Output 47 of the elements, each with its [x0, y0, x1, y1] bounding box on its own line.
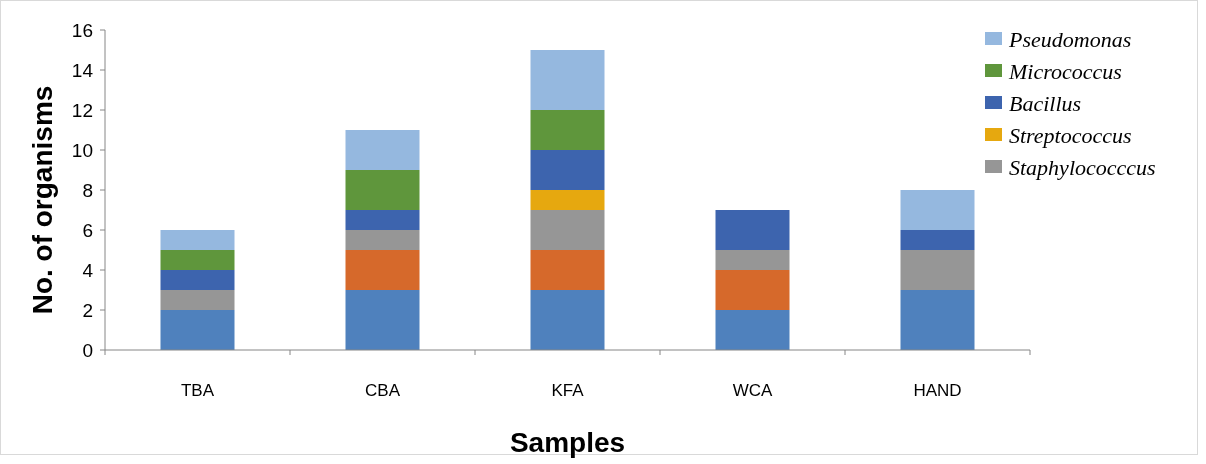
bar	[160, 270, 235, 290]
legend-label: Streptococcus	[1009, 122, 1132, 148]
bar	[530, 110, 605, 150]
bar	[530, 250, 605, 290]
legend-label: Micrococcus	[1008, 58, 1122, 84]
bar	[715, 310, 790, 350]
bar	[160, 310, 235, 350]
bar	[345, 170, 420, 210]
y-axis-title: No. of organisms	[27, 85, 58, 315]
bar	[530, 150, 605, 190]
bar	[160, 290, 235, 310]
y-tick-label: 16	[71, 19, 93, 41]
bar	[345, 290, 420, 350]
bar	[160, 230, 235, 250]
y-tick-label: 12	[71, 99, 93, 121]
bar	[715, 250, 790, 270]
legend-label: Pseudomonas	[1008, 26, 1132, 52]
bar	[160, 250, 235, 270]
bar	[900, 230, 975, 250]
bar	[715, 210, 790, 250]
x-tick-label: HAND	[913, 381, 962, 400]
bar	[345, 250, 420, 290]
x-tick-label: TBA	[180, 381, 215, 400]
bar	[345, 230, 420, 250]
y-tick-label: 8	[82, 179, 93, 201]
x-tick-label: CBA	[365, 381, 401, 400]
legend-label: Staphylococccus	[1009, 154, 1156, 180]
bar	[345, 130, 420, 170]
bar	[530, 50, 605, 110]
legend-label: Bacillus	[1009, 90, 1082, 116]
bar	[530, 210, 605, 250]
x-tick-label: KFA	[551, 381, 585, 400]
y-tick-label: 0	[82, 339, 93, 361]
bar	[900, 190, 975, 230]
y-tick-label: 10	[71, 139, 93, 161]
bar	[530, 190, 605, 210]
y-tick-label: 14	[71, 59, 94, 81]
bar	[345, 210, 420, 230]
y-tick-label: 2	[82, 299, 93, 321]
y-tick-label: 4	[82, 259, 94, 281]
x-tick-label: WCA	[732, 381, 773, 400]
y-tick-label: 6	[82, 219, 93, 241]
x-axis-title: Samples	[509, 427, 626, 458]
bar	[900, 290, 975, 350]
bar	[530, 290, 605, 350]
bar	[715, 270, 790, 310]
bar	[900, 250, 975, 290]
